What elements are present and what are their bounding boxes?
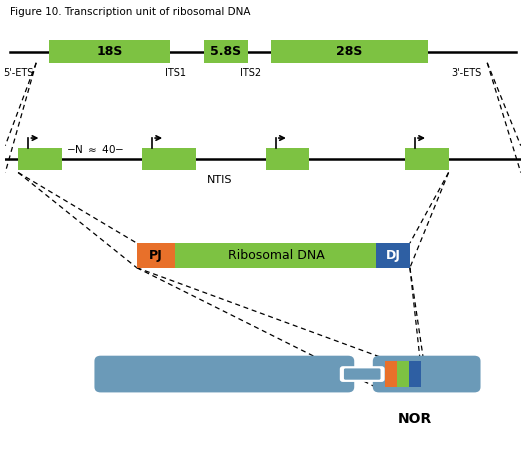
FancyBboxPatch shape xyxy=(204,40,248,63)
FancyBboxPatch shape xyxy=(49,40,170,63)
FancyBboxPatch shape xyxy=(344,368,380,380)
Text: $-$N $\approx$ 40$-$: $-$N $\approx$ 40$-$ xyxy=(66,143,125,155)
FancyBboxPatch shape xyxy=(377,243,410,268)
FancyBboxPatch shape xyxy=(405,148,449,170)
FancyBboxPatch shape xyxy=(385,361,397,387)
FancyBboxPatch shape xyxy=(95,356,354,393)
FancyBboxPatch shape xyxy=(175,243,377,268)
Text: 28S: 28S xyxy=(336,45,362,58)
FancyBboxPatch shape xyxy=(271,40,428,63)
FancyBboxPatch shape xyxy=(409,361,421,387)
Text: PJ: PJ xyxy=(149,249,163,262)
FancyBboxPatch shape xyxy=(340,366,385,382)
FancyBboxPatch shape xyxy=(18,148,62,170)
Text: NTIS: NTIS xyxy=(206,175,232,185)
FancyBboxPatch shape xyxy=(373,356,481,393)
Text: NOR: NOR xyxy=(398,412,432,426)
Text: Figure 10. Transcription unit of ribosomal DNA: Figure 10. Transcription unit of ribosom… xyxy=(11,7,251,17)
Text: 3'-ETS: 3'-ETS xyxy=(451,68,482,78)
Text: DJ: DJ xyxy=(386,249,401,262)
FancyBboxPatch shape xyxy=(142,148,196,170)
FancyBboxPatch shape xyxy=(397,361,409,387)
Text: Ribosomal DNA: Ribosomal DNA xyxy=(228,249,324,262)
Text: 5'-ETS: 5'-ETS xyxy=(3,68,33,78)
Text: 5.8S: 5.8S xyxy=(210,45,241,58)
Text: ITS2: ITS2 xyxy=(239,68,261,78)
Text: ITS1: ITS1 xyxy=(165,68,186,78)
FancyBboxPatch shape xyxy=(137,243,175,268)
FancyBboxPatch shape xyxy=(266,148,309,170)
Text: 18S: 18S xyxy=(96,45,123,58)
